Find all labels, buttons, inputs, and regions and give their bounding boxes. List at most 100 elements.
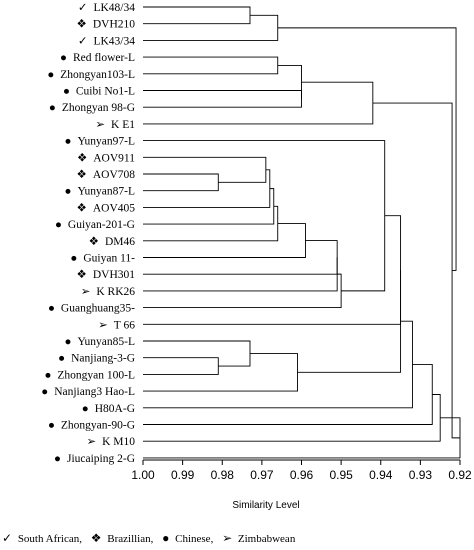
dendrogram-link-4 [277,65,302,99]
x-tick-label: 0.97 [250,468,274,482]
x-tick-label: 0.95 [329,468,353,482]
dendrogram-link-12 [143,240,338,275]
check-icon: ✓ [78,35,88,47]
dendrogram-link-21 [143,320,413,409]
leaf-label-nanjiang3-hao-l: Nanjiang3 Hao-L [54,386,135,398]
diamond-icon: ❖ [89,236,99,248]
legend-label-brazillian: Brazillian, [107,532,154,545]
leaf-label-aov405: AOV405 [93,202,135,214]
arrowhead-icon: ➢ [95,119,105,131]
dot-icon: ● [48,420,55,432]
leaf-label-k-rk26: K RK26 [96,286,135,298]
dendrogram-link-1 [143,14,279,41]
check-icon: ✓ [78,2,88,14]
dot-icon: ● [70,253,77,265]
leaf-label-red-flower-l: Red flower-L [73,52,135,64]
leaf-label-yunyan87-l: Yunyan87-L [78,186,136,198]
leaf-label-dm46: DM46 [105,236,135,248]
legend: ✓ South African, ❖ Brazillian, ● Chinese… [2,531,295,546]
dendrogram-link-25 [372,102,460,439]
leaf-label-yunyan97-l: Yunyan97-L [78,136,136,148]
dendrogram-link-11 [143,223,306,258]
x-tick-label: 1.00 [131,468,155,482]
leaf-label-jiucaiping-2-g: Jiucaiping 2-G [67,453,135,465]
diamond-icon: ❖ [77,19,87,31]
arrowhead-icon: ➢ [81,286,91,298]
dendrogram-link-8 [143,169,271,208]
dot-icon: ● [162,531,170,545]
dendrogram-link-14 [143,357,219,375]
leaf-label-k-e1: K E1 [111,119,135,131]
leaf-label-guanghuang35: Guanghuang35- [61,303,135,315]
dot-icon: ● [41,386,48,398]
x-tick-label: 0.92 [448,468,472,482]
dendrogram-link-3 [143,90,302,108]
dot-icon: ● [63,86,70,98]
x-tick-label: 0.98 [211,468,235,482]
dendrogram-link-26 [277,27,457,271]
dendrogram-link-0 [143,6,251,25]
dendrogram-link-9 [143,188,275,225]
dot-icon: ● [49,102,56,114]
dot-icon: ● [65,136,72,148]
leaf-label-yunyan85-l: Yunyan85-L [78,336,136,348]
legend-label-zimbabwean: Zimbabwean [237,532,296,545]
dendrogram-link-10 [143,205,279,242]
dot-icon: ● [60,52,67,64]
leaf-label-aov708: AOV708 [93,169,135,181]
dot-icon: ● [54,453,61,465]
leaf-label-zhongyan103-l: Zhongyan103-L [60,69,135,81]
check-icon: ✓ [2,531,13,545]
dot-icon: ● [65,186,72,198]
arrowhead-icon: ➢ [86,436,96,448]
dendrogram-link-22 [143,364,433,425]
dendrogram-link-15 [143,340,251,367]
dendrogram-link-23 [143,394,441,442]
dot-icon: ● [47,69,54,81]
x-axis: 1.00 0.99 0.98 0.97 0.96 0.95 0.94 0.93 0.92 [131,459,472,482]
dendrogram-link-20 [297,270,402,373]
diamond-icon: ❖ [77,152,87,164]
leaf-label-h80a-g: H80A-G [95,403,135,415]
leaf-label-cuibi-no1-l: Cuibi No1-L [76,86,135,98]
dot-icon: ● [58,353,65,365]
legend-label-south-african: South African, [17,532,82,545]
leaf-labels: LK48/34 ✓ DVH210 ❖ LK43/34 ✓ Red flower-L ● Zhon… [41,2,135,465]
leaf-label-aov911: AOV911 [93,152,135,164]
dendrogram-link-13 [143,257,338,292]
leaf-label-t-66: T 66 [114,319,135,331]
dendrogram-link-16 [143,353,298,392]
leaf-label-dvh301: DVH301 [93,269,135,281]
leaf-label-nanjiang-3-g: Nanjiang-3-G [71,353,135,365]
dot-icon: ● [44,369,51,381]
x-axis-title: Similarity Level [232,500,299,511]
dendrogram-link-6 [143,173,219,192]
leaf-label-lk48-34: LK48/34 [93,2,135,14]
leaf-label-guiyan-201-g: Guiyan-201-G [68,219,135,231]
x-tick-label: 0.99 [171,468,195,482]
leaf-label-zhongyan-98-g: Zhongyan 98-G [62,102,135,114]
dot-icon: ● [82,403,89,415]
dendrogram-link-5 [143,81,374,125]
dendrogram-links [143,6,461,459]
dendrogram-link-7 [143,156,267,183]
x-tick-label: 0.93 [409,468,433,482]
dendrogram-chart: LK48/34 ✓ DVH210 ❖ LK43/34 ✓ Red flower-L ● Zhon… [41,2,472,511]
diamond-icon: ❖ [77,202,87,214]
arrowhead-icon: ➢ [98,319,108,331]
diamond-icon: ❖ [90,531,102,545]
leaf-label-lk43-34: LK43/34 [93,35,135,47]
dendrogram-link-18 [143,140,386,292]
leaf-label-zhongyan-90-g: Zhongyan-90-G [61,420,135,432]
dendrogram-link-2 [143,56,279,75]
dot-icon: ● [55,219,62,231]
x-tick-label: 0.96 [290,468,314,482]
dot-icon: ● [48,303,55,315]
leaf-label-zhongyan-100-l: Zhongyan 100-L [57,369,135,381]
x-tick-label: 0.94 [369,468,393,482]
legend-label-chinese: Chinese, [175,532,214,545]
leaf-label-k-m10: K M10 [102,436,135,448]
diamond-icon: ❖ [77,169,87,181]
arrowhead-icon: ➢ [222,531,233,545]
leaf-label-guiyan-11: Guiyan 11- [83,253,135,265]
